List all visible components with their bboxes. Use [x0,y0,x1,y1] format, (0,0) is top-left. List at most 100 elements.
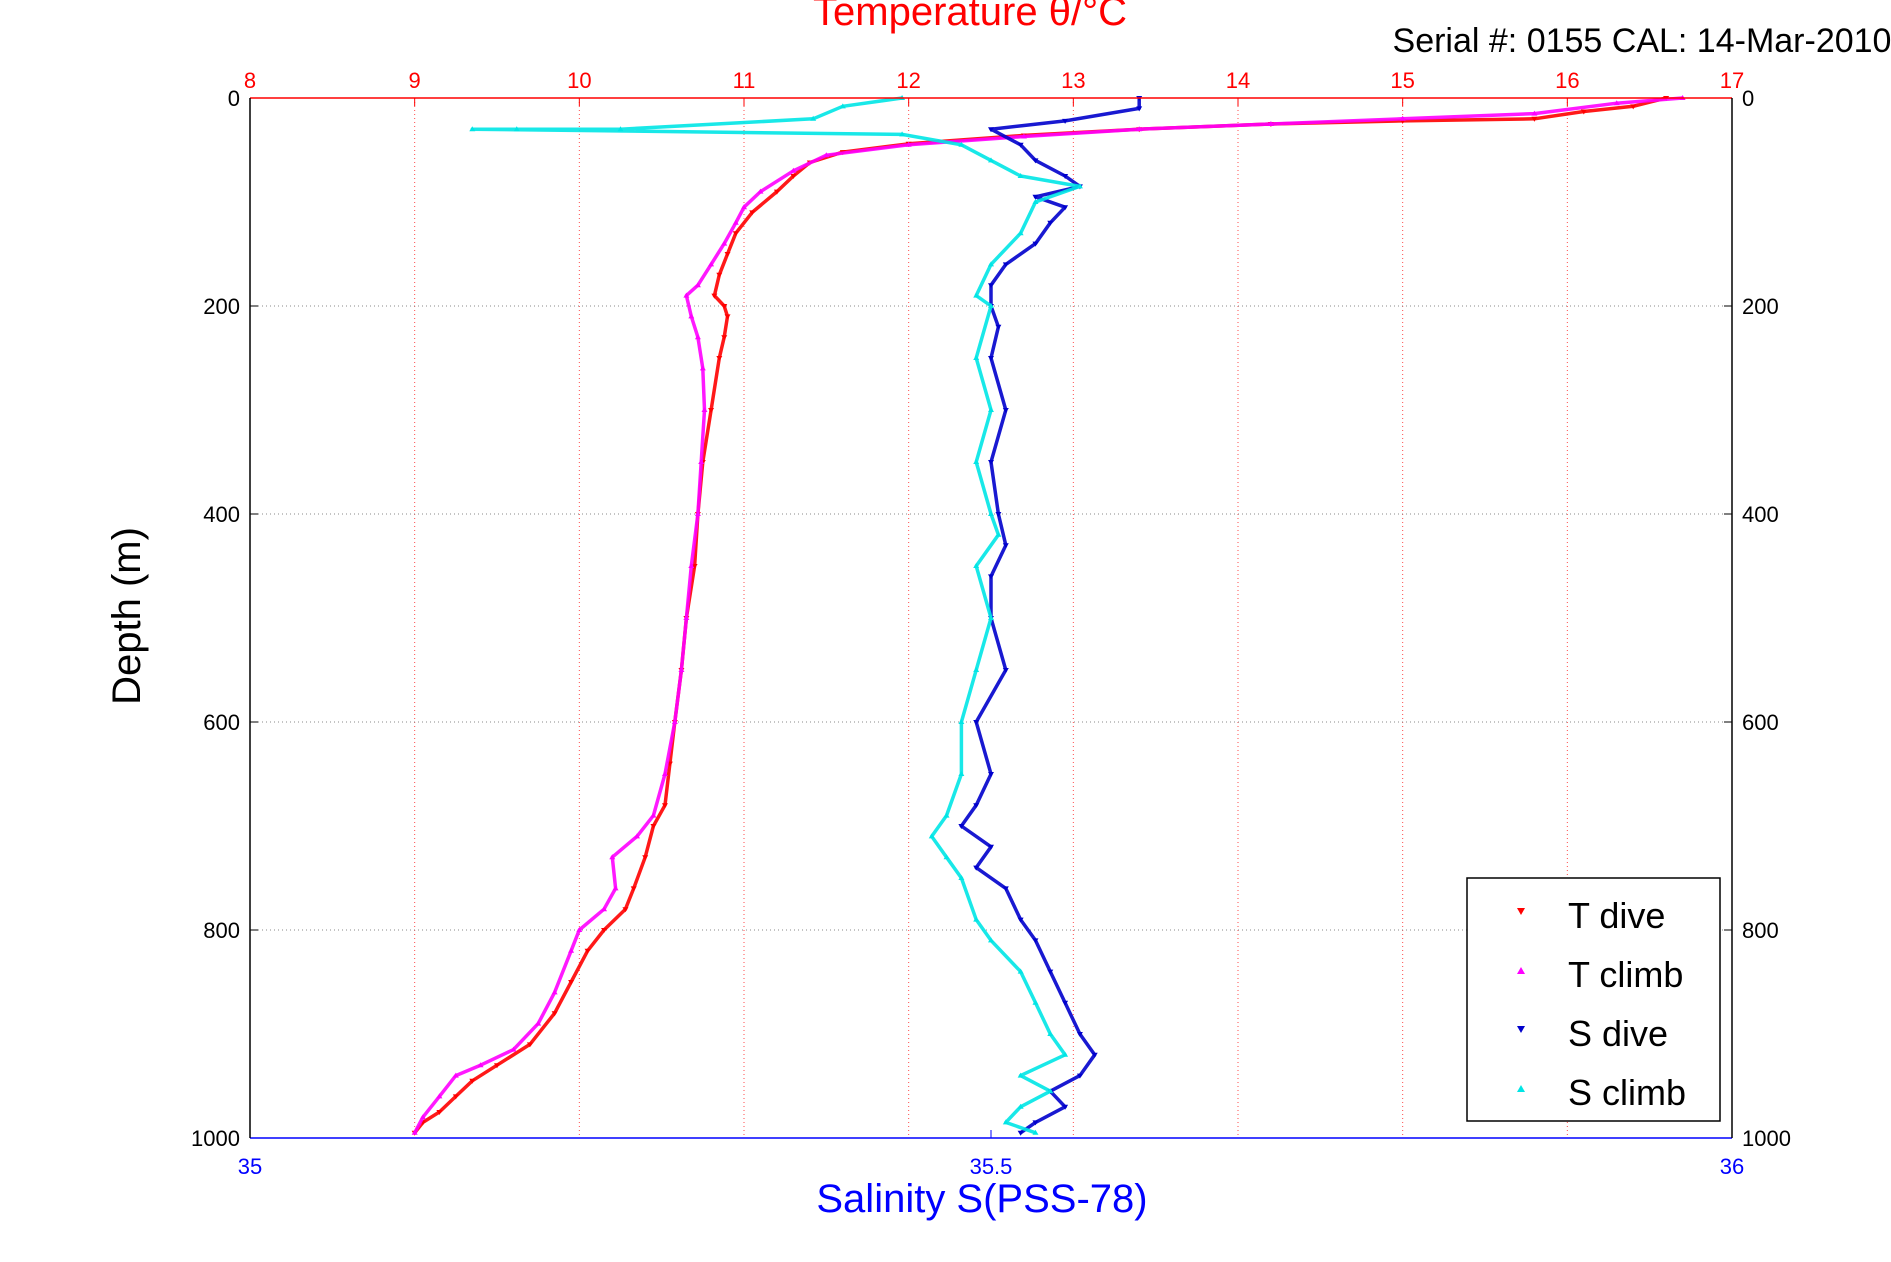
data-point-t-dive [749,210,756,216]
data-point-t-dive [661,803,668,809]
legend-marker-s-dive [1517,1026,1525,1033]
data-point-s-climb [1047,1088,1054,1094]
data-point-t-dive [436,1110,443,1115]
data-point-s-climb [1017,230,1024,236]
data-point-s-dive [1091,1052,1098,1058]
data-point-t-climb [612,885,619,891]
temperature-tick-label: 14 [1226,68,1250,93]
depth-tick-label-left: 400 [203,502,240,527]
data-point-t-climb [1136,126,1143,132]
data-point-s-dive [1002,668,1009,673]
data-point-t-dive [551,1011,558,1017]
data-point-t-climb [1531,110,1538,116]
data-point-t-dive [650,824,657,829]
series-s-dive [958,96,1143,1136]
data-point-s-dive [988,127,994,133]
data-point-s-climb [1047,1031,1054,1036]
data-point-t-climb [694,282,701,288]
legend-marker-t-dive [1517,908,1525,915]
data-point-t-climb [601,906,608,912]
legend-label-s-climb: S climb [1568,1072,1686,1113]
data-point-t-dive [716,356,723,361]
data-point-t-climb [1267,121,1274,126]
data-point-t-climb [436,1093,443,1099]
temperature-tick-label: 12 [896,68,920,93]
data-point-t-climb [694,334,701,340]
data-point-t-dive [1580,109,1587,115]
x-axis-label-bottom: Salinity S(PSS-78) [816,1177,1147,1221]
chart-subtitle: Serial #: 0155 CAL: 14-Mar-2010 [1393,22,1891,60]
salinity-tick-label: 35 [238,1154,262,1179]
data-point-s-dive [1002,886,1009,892]
temperature-tick-label: 16 [1555,68,1579,93]
data-point-s-climb [839,103,846,109]
data-point-t-climb [633,833,640,839]
data-point-t-dive [790,174,797,179]
data-point-s-climb [1062,1051,1069,1057]
data-point-s-climb [1017,1072,1024,1078]
data-point-s-climb [988,511,994,516]
data-point-s-climb [988,157,994,163]
data-point-t-climb [671,719,678,724]
salinity-tick-label: 36 [1720,1154,1744,1179]
data-point-s-climb [513,126,520,132]
salinity-tick-label: 35.5 [970,1154,1013,1179]
data-point-s-dive [1032,1120,1039,1126]
data-point-t-climb [477,1062,484,1068]
legend-label-s-dive: S dive [1568,1013,1668,1054]
data-point-t-climb [698,459,705,464]
data-point-s-dive [1032,158,1039,164]
temperature-tick-label: 11 [733,68,756,93]
data-point-t-climb [419,1114,426,1120]
temperature-tick-label: 8 [244,68,256,93]
depth-tick-label-right: 200 [1742,294,1779,319]
data-point-t-dive [1531,116,1538,122]
data-point-t-dive [494,1063,500,1069]
depth-tick-label-right: 400 [1742,502,1779,527]
data-point-s-dive [1047,220,1054,226]
data-point-s-climb [1017,173,1024,178]
data-point-s-dive [1136,106,1143,112]
data-point-s-climb [1017,1103,1024,1109]
data-point-s-climb [973,563,980,568]
data-point-t-dive [622,907,629,913]
data-point-t-climb [701,407,708,412]
temperature-tick-label: 17 [1720,68,1744,93]
data-point-t-dive [773,189,780,195]
data-point-s-dive [988,772,994,777]
data-point-s-dive [973,865,980,871]
data-point-s-dive [1002,262,1009,268]
chart-title: Temperature θ/°C [813,0,1127,34]
data-point-t-dive [711,293,718,299]
data-point-t-climb [683,292,690,298]
legend-label-t-climb: T climb [1568,954,1683,995]
data-point-s-dive [1017,1130,1024,1136]
depth-tick-label-left: 1000 [191,1126,240,1151]
data-point-s-dive [988,460,994,465]
legend-marker-s-climb [1517,1085,1525,1092]
data-point-s-climb [973,667,980,672]
data-point-s-dive [995,324,1002,330]
data-point-t-dive [469,1078,476,1084]
temperature-tick-label: 15 [1390,68,1414,93]
series-trace-s-climb [470,96,1082,1135]
data-point-t-climb [741,204,747,210]
data-point-t-climb [568,947,575,953]
data-point-t-dive [584,948,591,954]
data-point-t-dive [526,1042,533,1048]
data-point-s-climb [958,719,965,724]
data-point-s-climb [810,115,817,121]
data-point-t-dive [721,304,728,309]
data-point-s-climb [469,126,476,132]
data-point-t-climb [678,667,685,672]
data-point-s-climb [1017,968,1024,974]
temperature-tick-label: 9 [409,68,421,93]
data-point-s-dive [1047,969,1054,975]
data-point-s-dive [995,512,1002,517]
data-point-s-climb [988,303,994,308]
data-point-t-dive [724,252,731,257]
data-point-s-dive [988,283,994,289]
data-point-s-climb [1032,999,1039,1005]
data-point-t-climb [905,141,912,147]
